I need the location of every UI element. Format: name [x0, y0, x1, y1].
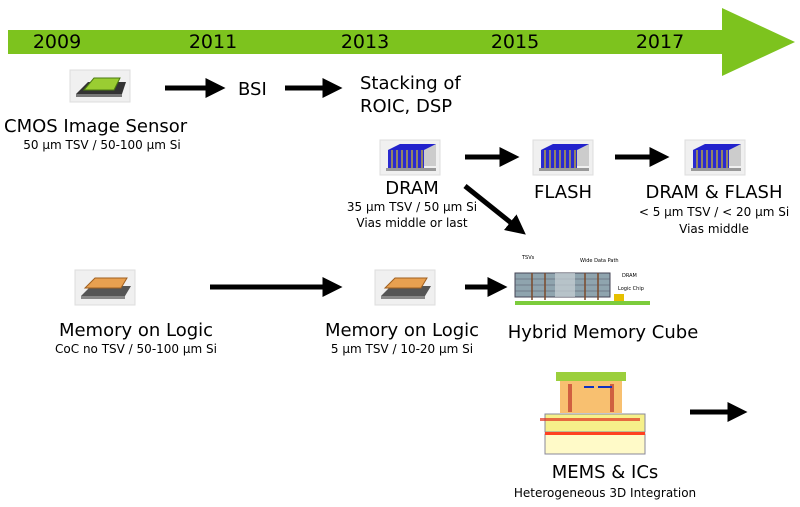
year-label: 2017: [635, 31, 685, 53]
dram-spec2: Vias middle or last: [356, 216, 468, 230]
dram-flash-spec2: Vias middle: [679, 222, 749, 236]
year-label: 2013: [340, 31, 390, 53]
memory-on-logic-tsv-chip-image: [374, 269, 436, 306]
arrows: [165, 78, 748, 422]
svg-text:Logic Chip: Logic Chip: [618, 286, 644, 292]
mol1-spec: CoC no TSV / 50-100 µm Si: [55, 342, 217, 356]
year-label: 2009: [32, 31, 82, 53]
stacking-line2: ROIC, DSP: [360, 96, 453, 117]
year-label: 2015: [490, 31, 540, 53]
memory-on-logic-chip-image: [74, 269, 136, 306]
mol2-spec: 5 µm TSV / 10-20 µm Si: [330, 342, 474, 356]
dram-spec1: 35 µm TSV / 50 µm Si: [346, 200, 478, 214]
mol1-title: Memory on Logic: [58, 320, 214, 341]
cmos-chip-image: [69, 69, 131, 103]
flash-title: FLASH: [533, 182, 593, 203]
dram-flash-spec1: < 5 µm TSV / < 20 µm Si: [638, 205, 790, 219]
year-label: 2011: [188, 31, 238, 53]
dram-title: DRAM: [385, 178, 439, 199]
flash-chip-image: [532, 139, 594, 176]
hmc-image: TSVs Wide Data Path DRAM Logic Chip: [514, 255, 650, 305]
mems-ics-image: [540, 372, 646, 455]
cmos-title: CMOS Image Sensor: [4, 116, 188, 137]
hmc-title: Hybrid Memory Cube: [507, 322, 699, 343]
stacking-line1: Stacking of: [360, 73, 461, 94]
dram-flash-title: DRAM & FLASH: [645, 182, 783, 203]
cmos-spec: 50 µm TSV / 50-100 µm Si: [23, 138, 181, 152]
svg-text:Wide Data Path: Wide Data Path: [580, 258, 619, 264]
svg-text:DRAM: DRAM: [622, 273, 637, 279]
timeline-arrow: [8, 8, 795, 76]
svg-text:TSVs: TSVs: [521, 255, 535, 261]
mol2-title: Memory on Logic: [324, 320, 480, 341]
mems-spec: Heterogeneous 3D Integration: [513, 486, 697, 500]
bsi-label: BSI: [238, 79, 267, 100]
dram-chip-image: [379, 139, 441, 176]
dram-flash-chip-image: [684, 139, 746, 176]
mems-title: MEMS & ICs: [551, 462, 659, 483]
